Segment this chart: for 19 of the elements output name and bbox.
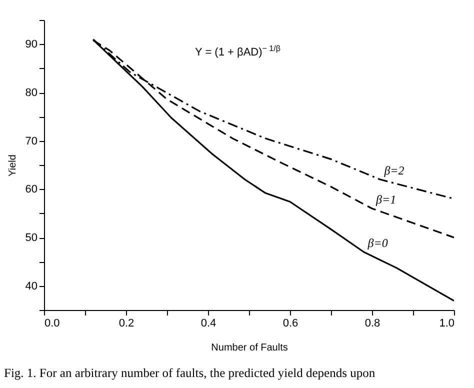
x-tick-label: 0.2 xyxy=(118,318,134,330)
y-tick-label: 60 xyxy=(25,184,38,196)
x-tick-label: 0.4 xyxy=(200,318,216,330)
annotation: Y = (1 + βAD)$^{− 1/β}$ xyxy=(195,44,280,59)
x-tick-label: 0.0 xyxy=(44,318,60,330)
y-axis-title: Yield xyxy=(7,154,18,176)
series-label: β=1 xyxy=(375,192,396,206)
caption: Fig. 1. For an arbitrary number of faults, the predicted yield depends upon xyxy=(4,366,376,381)
y-tick-label: 70 xyxy=(25,135,38,148)
x-tick-label: 1.0 xyxy=(439,318,454,330)
x-tick-label: 0.8 xyxy=(364,318,380,330)
y-tick-label: 90 xyxy=(25,38,38,51)
y-tick-label: 50 xyxy=(25,232,38,244)
y-tick-label: 40 xyxy=(25,280,38,292)
x-axis-title: Number of Faults xyxy=(211,342,288,354)
y-tick-label: 80 xyxy=(25,87,38,99)
series-label: β=0 xyxy=(366,236,388,250)
x-tick-label: 0.6 xyxy=(282,318,298,330)
series-label: β=2 xyxy=(383,164,404,178)
